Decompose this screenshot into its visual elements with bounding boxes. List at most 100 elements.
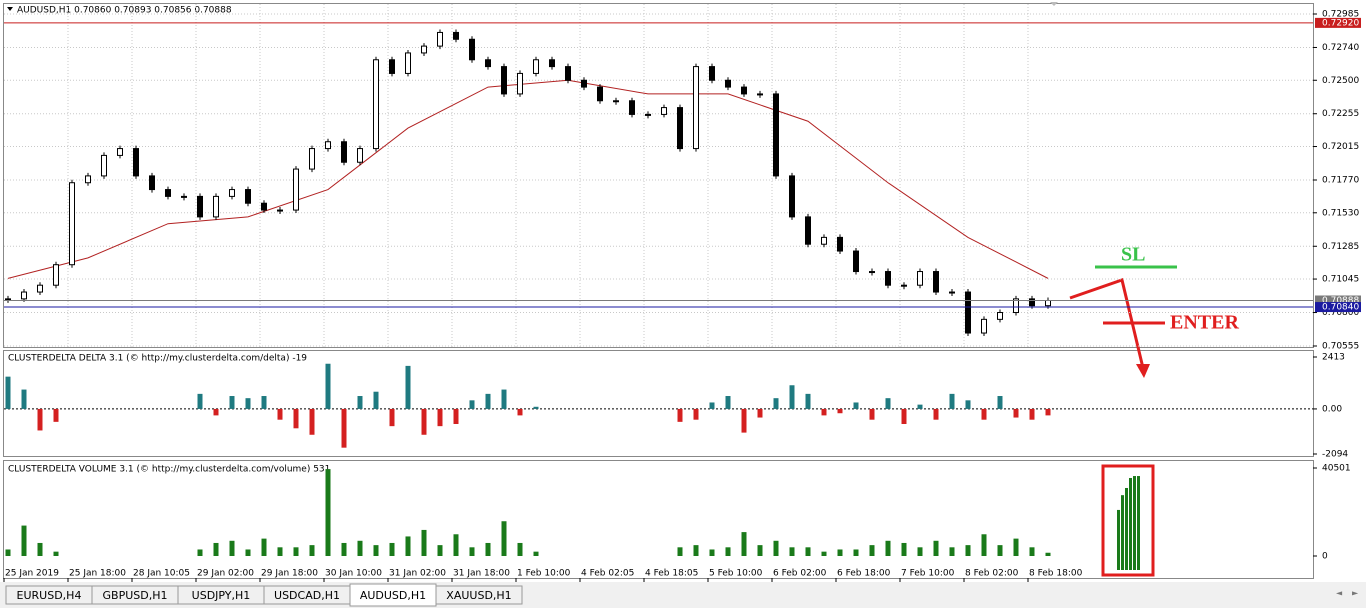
candle-body: [261, 202, 267, 211]
enter-label: ENTER: [1170, 312, 1239, 334]
delta-bar: [37, 408, 43, 431]
x-tick-label: 25 Jan 18:00: [69, 569, 126, 579]
y-tick-label: 0.71770: [1322, 176, 1359, 186]
volume-bar: [373, 545, 379, 556]
candle-body: [597, 86, 603, 102]
tab-label[interactable]: GBPUSD,H1: [103, 589, 168, 602]
candle-body: [165, 189, 171, 197]
candle-body: [229, 189, 235, 197]
candle-body: [965, 291, 971, 334]
delta-bar: [533, 406, 539, 409]
delta-bar: [693, 408, 699, 420]
tab-label[interactable]: USDCAD,H1: [274, 589, 340, 602]
menu-triangle[interactable]: [7, 7, 13, 11]
y-tick-label: 0.72740: [1322, 43, 1359, 53]
candle-body: [661, 107, 667, 115]
delta-bar: [853, 402, 859, 409]
delta-bar: [389, 408, 395, 427]
delta-bar: [501, 389, 507, 409]
delta-bar: [421, 408, 427, 435]
tab-label[interactable]: USDJPY,H1: [192, 589, 251, 602]
candle-body: [997, 312, 1003, 320]
volume-bar: [901, 542, 907, 556]
candle-body: [69, 182, 75, 266]
delta-bar: [981, 408, 987, 420]
tab-label[interactable]: AUDUSD,H1: [360, 589, 426, 602]
delta-bar: [437, 408, 443, 427]
delta-bar: [773, 398, 779, 409]
volume-bar: [485, 542, 491, 556]
delta-bar: [885, 398, 891, 409]
tab[interactable]: [435, 585, 523, 605]
candle-body: [981, 318, 987, 334]
x-tick-label: 7 Feb 10:00: [901, 569, 955, 579]
candle-body: [181, 195, 187, 198]
delta-bar: [373, 391, 379, 409]
x-tick-label: 6 Feb 02:00: [773, 569, 827, 579]
price-tag-label: 0.72920: [1322, 18, 1359, 28]
volume-bar: [453, 534, 459, 556]
volume-bar: [693, 545, 699, 556]
candle-body: [1029, 298, 1035, 307]
price-tag: [1315, 17, 1361, 28]
volume-bar: [853, 549, 859, 556]
tab-label[interactable]: XAUUSD,H1: [446, 589, 511, 602]
delta-bar: [277, 408, 283, 420]
volume-bar: [309, 545, 315, 556]
delta-bar: [309, 408, 315, 435]
candle-body: [469, 38, 475, 61]
volume-bar: [197, 549, 203, 556]
volume-bar: [1029, 547, 1035, 556]
candle-body: [437, 31, 443, 47]
delta-bar: [1029, 408, 1035, 420]
volume-bar: [789, 547, 795, 556]
delta-bar: [933, 408, 939, 420]
candle-body: [565, 66, 571, 81]
candle-body: [197, 195, 203, 218]
delta-bar: [837, 408, 843, 414]
volume-bar: [261, 538, 267, 556]
delta-panel: [3, 350, 1314, 457]
candle-body: [773, 93, 779, 177]
candle-body: [629, 100, 635, 115]
candle-body: [901, 284, 907, 287]
tab-label[interactable]: EURUSD,H4: [17, 589, 82, 602]
volume-bar: [277, 547, 283, 556]
delta-bar: [325, 363, 331, 409]
delta-bar: [917, 404, 923, 409]
moving-average: [7, 79, 1049, 279]
volume-bar: [709, 549, 715, 556]
x-tick-label: 30 Jan 10:00: [325, 569, 382, 579]
candle-body: [741, 86, 747, 95]
tab-scroll-left[interactable]: ◄: [1336, 589, 1343, 598]
candle-body: [645, 113, 651, 116]
delta-bar: [805, 393, 811, 409]
volume-bar: [469, 547, 475, 556]
arrow-head: [1136, 364, 1150, 378]
price-tag: [1315, 295, 1361, 306]
candle-body: [869, 271, 875, 274]
y-tick-label: 0.72255: [1322, 109, 1359, 119]
volume-bar: [1013, 538, 1019, 556]
sl-label: SL: [1121, 244, 1145, 266]
candle-body: [853, 250, 859, 273]
delta-bar: [517, 408, 523, 416]
volume-bar: [245, 549, 251, 556]
highlight-volume-bar: [1137, 476, 1140, 570]
y-tick-label: 0.72015: [1322, 142, 1359, 152]
candle-body: [325, 141, 331, 150]
volume-bar: [757, 545, 763, 556]
entry-arrow: [1069, 278, 1145, 369]
x-tick-label: 31 Jan 18:00: [453, 569, 510, 579]
y-tick-label: 0.70800: [1322, 308, 1359, 318]
y-tick-label: -2094: [1322, 450, 1348, 460]
tab-scroll-right[interactable]: ►: [1352, 589, 1359, 598]
volume-bar: [773, 540, 779, 556]
candle-body: [933, 271, 939, 293]
delta-bar: [469, 400, 475, 409]
delta-bar: [757, 408, 763, 418]
x-tick-label: 29 Jan 18:00: [261, 569, 318, 579]
